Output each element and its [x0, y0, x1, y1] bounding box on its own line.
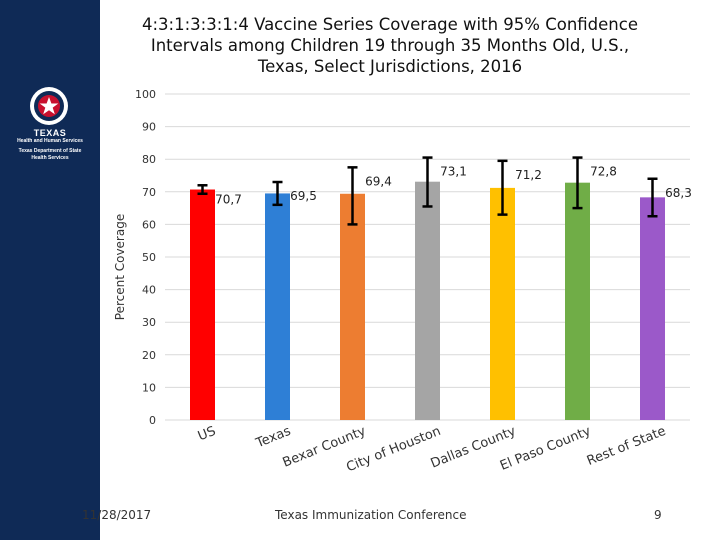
x-category-label: Texas — [253, 424, 293, 452]
y-tick-label: 40 — [142, 284, 156, 297]
bar — [265, 193, 290, 420]
data-label: 69,5 — [290, 189, 317, 203]
y-tick-label: 90 — [142, 121, 156, 134]
data-label: 72,8 — [590, 165, 617, 179]
y-tick-label: 30 — [142, 316, 156, 329]
y-tick-label: 0 — [149, 414, 156, 427]
bar — [415, 182, 440, 420]
y-tick-label: 70 — [142, 186, 156, 199]
y-tick-label: 80 — [142, 153, 156, 166]
bar — [490, 188, 515, 420]
x-category-label: US — [196, 424, 218, 445]
bar — [340, 194, 365, 420]
footer-conference: Texas Immunization Conference — [275, 508, 466, 522]
y-tick-label: 20 — [142, 349, 156, 362]
coverage-bar-chart: 0 10 20 30 40 50 60 70 80 90 100 Percent Coverage 70… — [0, 0, 720, 540]
bar — [565, 183, 590, 420]
data-label: 70,7 — [215, 192, 242, 206]
y-axis-title: Percent Coverage — [113, 214, 127, 320]
data-label: 71,2 — [515, 168, 542, 182]
footer-date: 11/28/2017 — [82, 508, 151, 522]
y-tick-label: 100 — [135, 88, 156, 101]
page-number: 9 — [654, 508, 662, 522]
y-tick-label: 60 — [142, 218, 156, 231]
y-tick-label: 50 — [142, 251, 156, 264]
data-label: 68,3 — [665, 186, 692, 200]
bar — [640, 197, 665, 420]
y-tick-label: 10 — [142, 381, 156, 394]
bar — [190, 190, 215, 420]
data-label: 73,1 — [440, 165, 467, 179]
x-category-label: Rest of State — [585, 424, 668, 469]
data-label: 69,4 — [365, 174, 392, 188]
